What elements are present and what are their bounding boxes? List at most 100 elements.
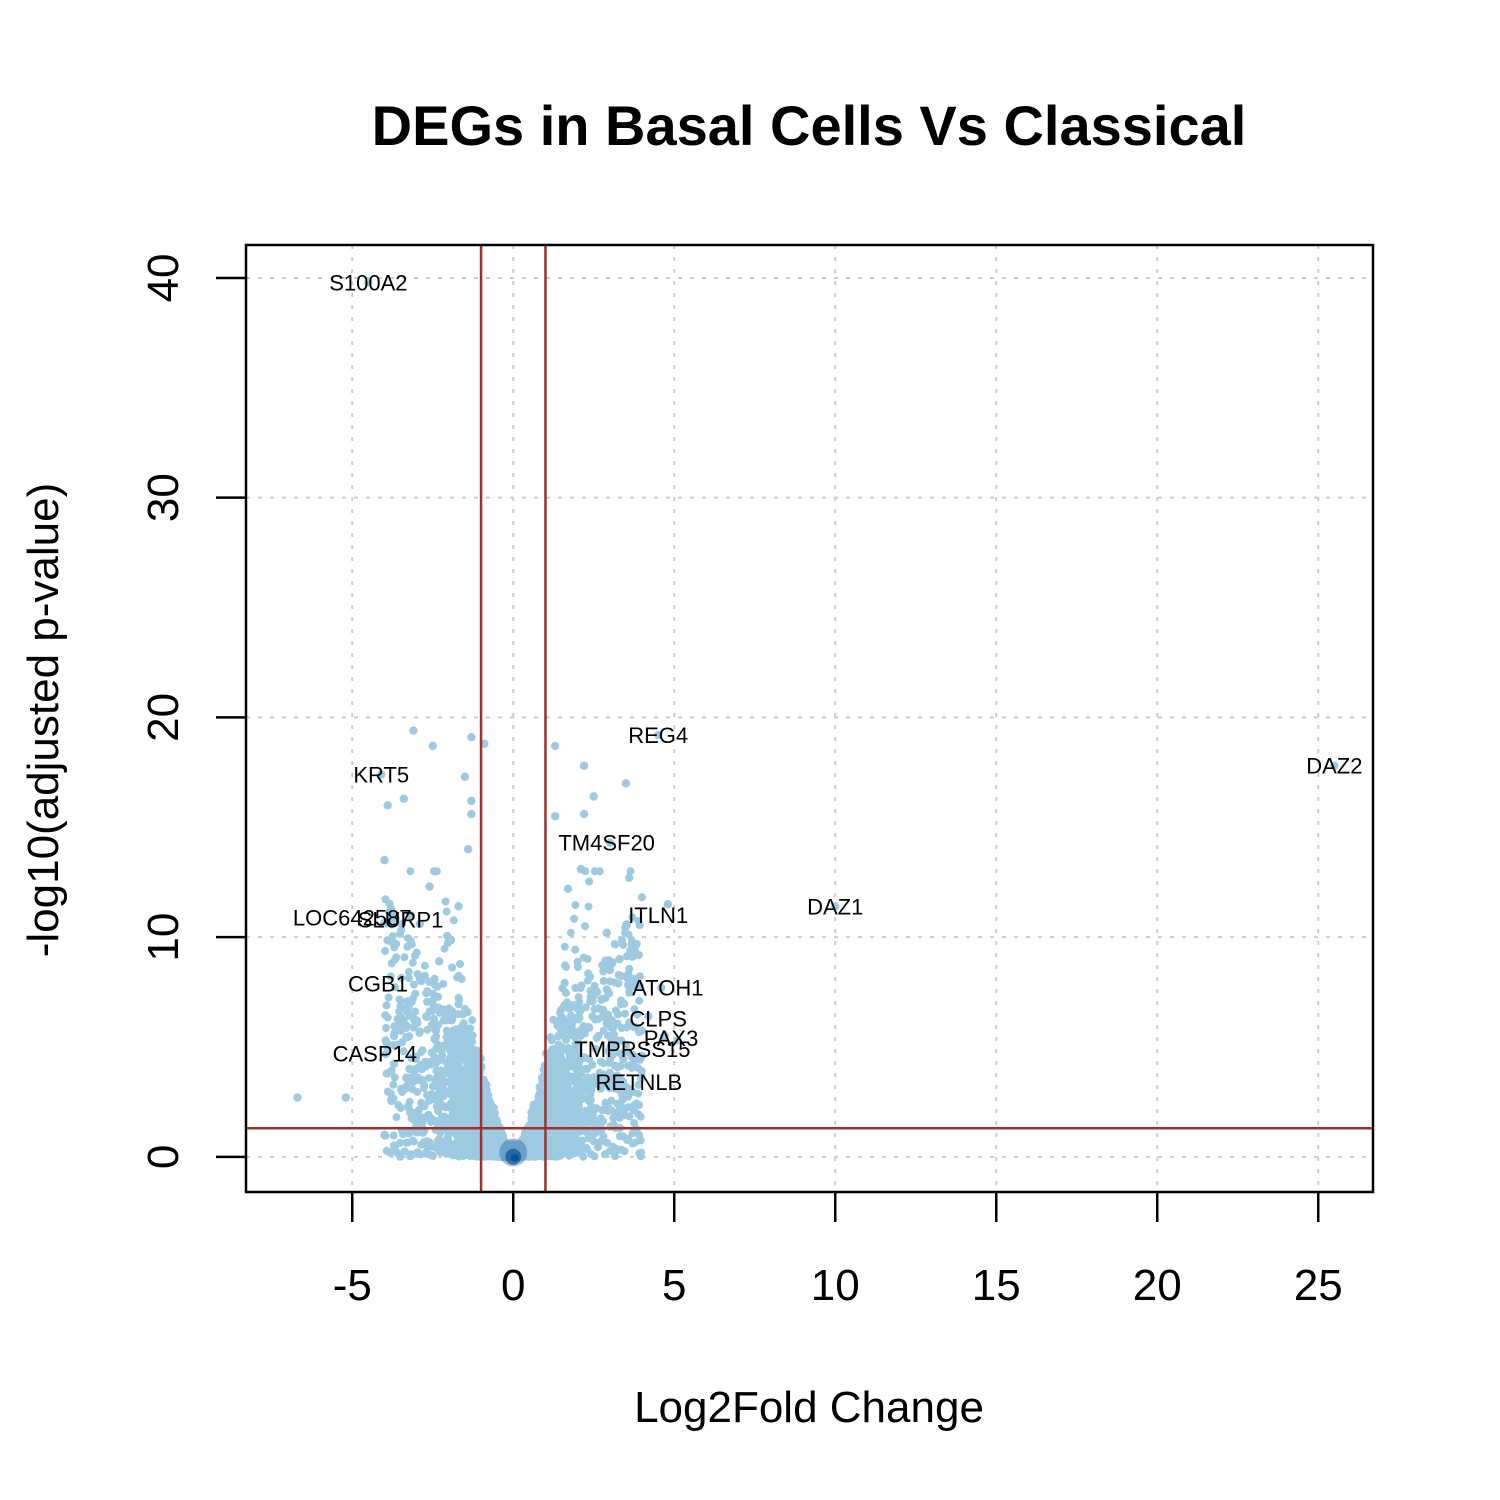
data-point <box>443 1135 452 1144</box>
data-point <box>626 867 635 876</box>
data-point <box>389 1131 398 1140</box>
data-point <box>411 1007 420 1016</box>
data-point <box>403 1129 412 1138</box>
data-point <box>579 953 588 962</box>
data-point <box>585 877 594 886</box>
data-point <box>421 971 429 980</box>
data-point <box>392 939 401 948</box>
data-point <box>584 902 593 911</box>
data-point <box>417 1140 426 1149</box>
data-point <box>456 960 464 968</box>
data-point <box>519 1143 528 1152</box>
data-point <box>606 1054 615 1063</box>
data-point <box>462 1068 471 1077</box>
data-point <box>535 1090 544 1099</box>
data-point <box>625 1112 634 1121</box>
data-point <box>399 1047 408 1056</box>
data-point <box>444 1078 453 1086</box>
data-point <box>441 897 450 906</box>
data-point <box>562 962 571 971</box>
data-point <box>553 1118 562 1127</box>
data-point <box>449 916 458 925</box>
data-point <box>588 1012 597 1021</box>
data-point <box>570 1027 579 1036</box>
data-point <box>599 1132 608 1141</box>
grid <box>246 245 1373 1192</box>
data-point <box>473 1138 482 1147</box>
data-point <box>440 944 449 953</box>
data-point <box>381 947 390 955</box>
data-point <box>396 1006 405 1015</box>
data-point <box>557 1005 565 1014</box>
data-point <box>403 1102 412 1111</box>
data-point <box>607 1023 616 1032</box>
data-point <box>559 1014 568 1023</box>
data-point <box>420 961 429 970</box>
data-point <box>609 1030 618 1039</box>
data-point <box>571 901 580 910</box>
data-point <box>398 1088 407 1096</box>
data-point <box>397 920 406 929</box>
data-point <box>545 1118 554 1127</box>
data-point <box>435 1134 444 1143</box>
data-point <box>637 1067 646 1076</box>
data-point <box>409 1137 418 1146</box>
data-point <box>565 1003 574 1012</box>
data-point <box>561 1034 570 1043</box>
data-point <box>553 1108 562 1117</box>
data-point <box>434 992 443 1001</box>
data-point <box>564 1024 573 1033</box>
data-point <box>448 1007 457 1016</box>
data-point <box>565 1088 573 1097</box>
data-point <box>443 931 452 940</box>
data-point <box>423 997 431 1006</box>
data-point <box>390 1060 399 1069</box>
data-point <box>583 1073 592 1082</box>
data-point <box>520 1135 529 1144</box>
data-point <box>527 1108 536 1117</box>
data-point <box>450 1100 459 1109</box>
data-point <box>562 1133 571 1142</box>
data-point <box>581 1003 590 1012</box>
data-point <box>410 1016 419 1025</box>
data-point <box>470 1068 479 1077</box>
data-point <box>423 1137 431 1146</box>
data-point <box>442 907 451 916</box>
data-point <box>469 1094 478 1103</box>
data-point <box>598 1106 607 1114</box>
data-point <box>605 1084 614 1093</box>
data-point <box>572 1134 581 1143</box>
data-point <box>451 1130 460 1138</box>
data-point <box>593 1143 602 1152</box>
data-point <box>571 1039 580 1048</box>
data-point <box>547 1036 556 1045</box>
data-point <box>487 1134 496 1142</box>
data-point <box>434 1003 443 1012</box>
data-point <box>560 1059 569 1068</box>
data-point <box>616 1080 625 1088</box>
data-point <box>457 1140 466 1149</box>
data-point <box>556 1084 565 1092</box>
data-point <box>547 1149 556 1158</box>
data-point <box>574 1005 583 1014</box>
data-point <box>491 1144 500 1153</box>
data-point <box>384 993 393 1002</box>
data-point <box>491 1116 500 1125</box>
data-point <box>577 1052 586 1061</box>
data-point <box>392 1113 401 1122</box>
data-point <box>396 929 405 938</box>
data-point <box>586 997 595 1006</box>
data-point <box>448 963 457 972</box>
data-point <box>566 928 575 937</box>
data-point <box>389 1080 398 1089</box>
data-point <box>590 867 599 876</box>
data-point <box>454 993 463 1002</box>
data-point <box>574 1066 583 1075</box>
data-point <box>525 1130 534 1139</box>
data-point <box>381 1050 390 1059</box>
data-point <box>466 1149 475 1158</box>
data-point <box>599 1026 608 1035</box>
data-point <box>599 967 608 976</box>
data-point <box>463 1042 471 1051</box>
